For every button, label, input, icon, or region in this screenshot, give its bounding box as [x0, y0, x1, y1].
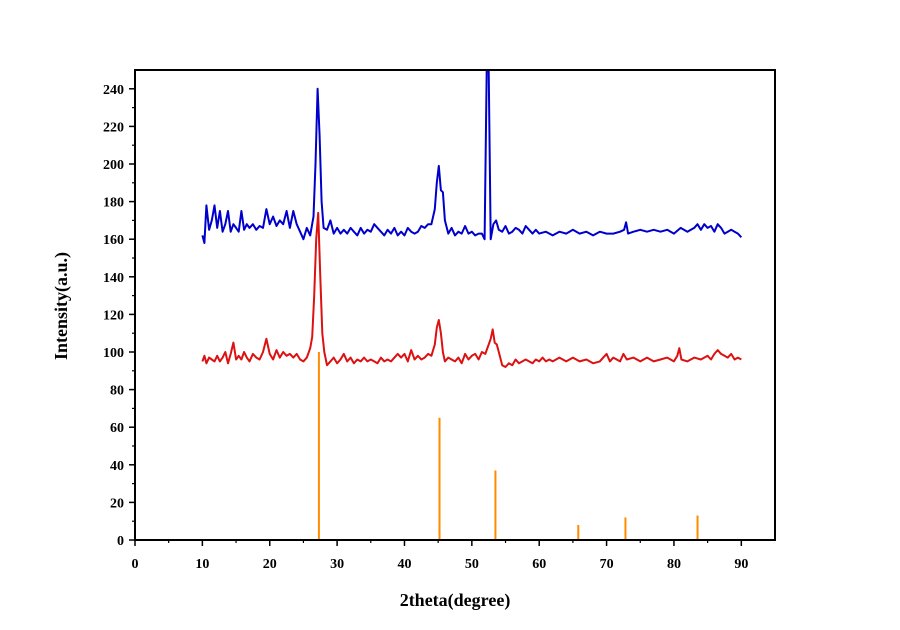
plot-frame [134, 69, 776, 541]
y-tick-label: 40 [110, 459, 124, 474]
x-tick-label: 90 [734, 557, 748, 572]
y-tick-label: 0 [117, 534, 124, 549]
x-tick-label: 20 [263, 557, 277, 572]
y-tick-label: 240 [103, 83, 124, 98]
y-tick-label: 60 [110, 421, 124, 436]
y-tick-label: 160 [103, 233, 124, 248]
y-tick-label: 80 [110, 384, 124, 399]
x-tick-label: 80 [667, 557, 681, 572]
series-line-1 [201, 70, 743, 244]
y-tick-label: 140 [103, 271, 124, 286]
x-tick-label: 50 [465, 557, 479, 572]
y-tick-label: 20 [110, 496, 124, 511]
x-tick-label: 40 [397, 557, 411, 572]
x-axis-title: 2theta(degree) [400, 590, 511, 611]
x-tick-label: 70 [600, 557, 614, 572]
series-layer [201, 70, 743, 540]
y-tick-label: 180 [103, 196, 124, 211]
x-tick-label: 0 [132, 557, 139, 572]
y-tick-label: 220 [103, 120, 124, 135]
series-line-2 [201, 211, 742, 368]
y-tick-label: 200 [103, 158, 124, 173]
x-tick-label: 60 [532, 557, 546, 572]
y-tick-label: 120 [103, 308, 124, 323]
y-axis-title: Intensity(a.u.) [51, 252, 72, 360]
x-tick-label: 10 [195, 557, 209, 572]
axes-layer: 0 10 20 30 40 50 60 70 80 90 0 20 40 60 80 100 120 140 160… [103, 69, 776, 572]
x-tick-label: 30 [330, 557, 344, 572]
y-tick-label: 100 [103, 346, 124, 361]
